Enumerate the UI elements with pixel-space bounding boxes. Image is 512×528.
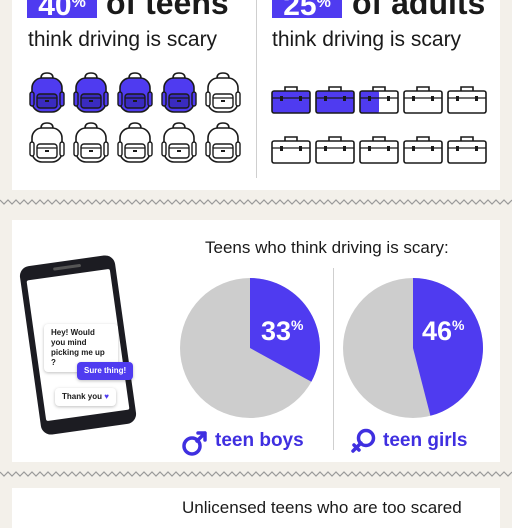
backpack-icon bbox=[73, 72, 109, 114]
briefcase-icon bbox=[447, 135, 487, 165]
teens-percent-badge: 40% bbox=[27, 0, 97, 21]
adults-heading: of adults bbox=[352, 0, 486, 21]
backpack-icon bbox=[205, 122, 241, 164]
adults-percent-value: 25 bbox=[283, 0, 317, 22]
backpack-icon bbox=[73, 122, 109, 164]
briefcase-icon bbox=[403, 85, 443, 115]
boys-pie-slice bbox=[250, 278, 320, 382]
message-bubble-thanks: Thank you ♥ bbox=[55, 388, 116, 406]
briefcase-icon bbox=[403, 135, 443, 165]
briefcase-icon bbox=[271, 135, 311, 165]
backpack-icon bbox=[205, 72, 241, 114]
girls-percent-suffix: % bbox=[452, 317, 465, 333]
backpack-icon bbox=[117, 72, 153, 114]
briefcase-icon bbox=[447, 85, 487, 115]
adults-percent-badge: 25% bbox=[272, 0, 342, 21]
boys-percent-value: 33 bbox=[261, 316, 292, 346]
girls-label: teen girls bbox=[383, 430, 468, 451]
zigzag-divider bbox=[0, 471, 512, 477]
backpack-icon bbox=[161, 122, 197, 164]
teens-heading: of teens bbox=[106, 0, 229, 21]
briefcase-icon bbox=[359, 135, 399, 165]
heart-icon: ♥ bbox=[104, 392, 109, 401]
thanks-text: Thank you bbox=[62, 392, 103, 401]
boys-pie-label: 33% bbox=[261, 316, 304, 347]
backpack-icon bbox=[29, 72, 65, 114]
briefcase-icon bbox=[315, 85, 355, 115]
briefcase-icon bbox=[271, 85, 311, 115]
boys-label: teen boys bbox=[215, 430, 304, 451]
girls-pie-slice bbox=[413, 278, 483, 416]
unlicensed-title: Unlicensed teens who are too scared bbox=[182, 498, 462, 517]
message-bubble-outgoing: Sure thing! bbox=[77, 362, 134, 380]
backpack-icon bbox=[29, 122, 65, 164]
chart-divider bbox=[333, 268, 334, 450]
chart-title: Teens who think driving is scary: bbox=[205, 238, 449, 257]
adults-subtitle: think driving is scary bbox=[272, 28, 462, 51]
briefcase-icon bbox=[315, 135, 355, 165]
teens-percent-suffix: % bbox=[71, 0, 86, 11]
boys-percent-suffix: % bbox=[291, 317, 304, 333]
teens-subtitle: think driving is scary bbox=[28, 28, 218, 51]
backpack-icon bbox=[117, 122, 153, 164]
adults-percent-suffix: % bbox=[316, 0, 331, 11]
stats-divider bbox=[256, 0, 257, 178]
backpack-icon bbox=[161, 72, 197, 114]
boys-pie-chart bbox=[180, 278, 320, 418]
girls-percent-value: 46 bbox=[422, 316, 453, 346]
briefcase-icon bbox=[359, 85, 399, 115]
teens-percent-value: 40 bbox=[38, 0, 72, 22]
zigzag-divider bbox=[0, 199, 512, 205]
girls-pie-chart bbox=[343, 278, 483, 418]
girls-pie-label: 46% bbox=[422, 316, 465, 347]
female-symbol-icon bbox=[351, 428, 376, 453]
male-symbol-icon bbox=[182, 431, 207, 456]
